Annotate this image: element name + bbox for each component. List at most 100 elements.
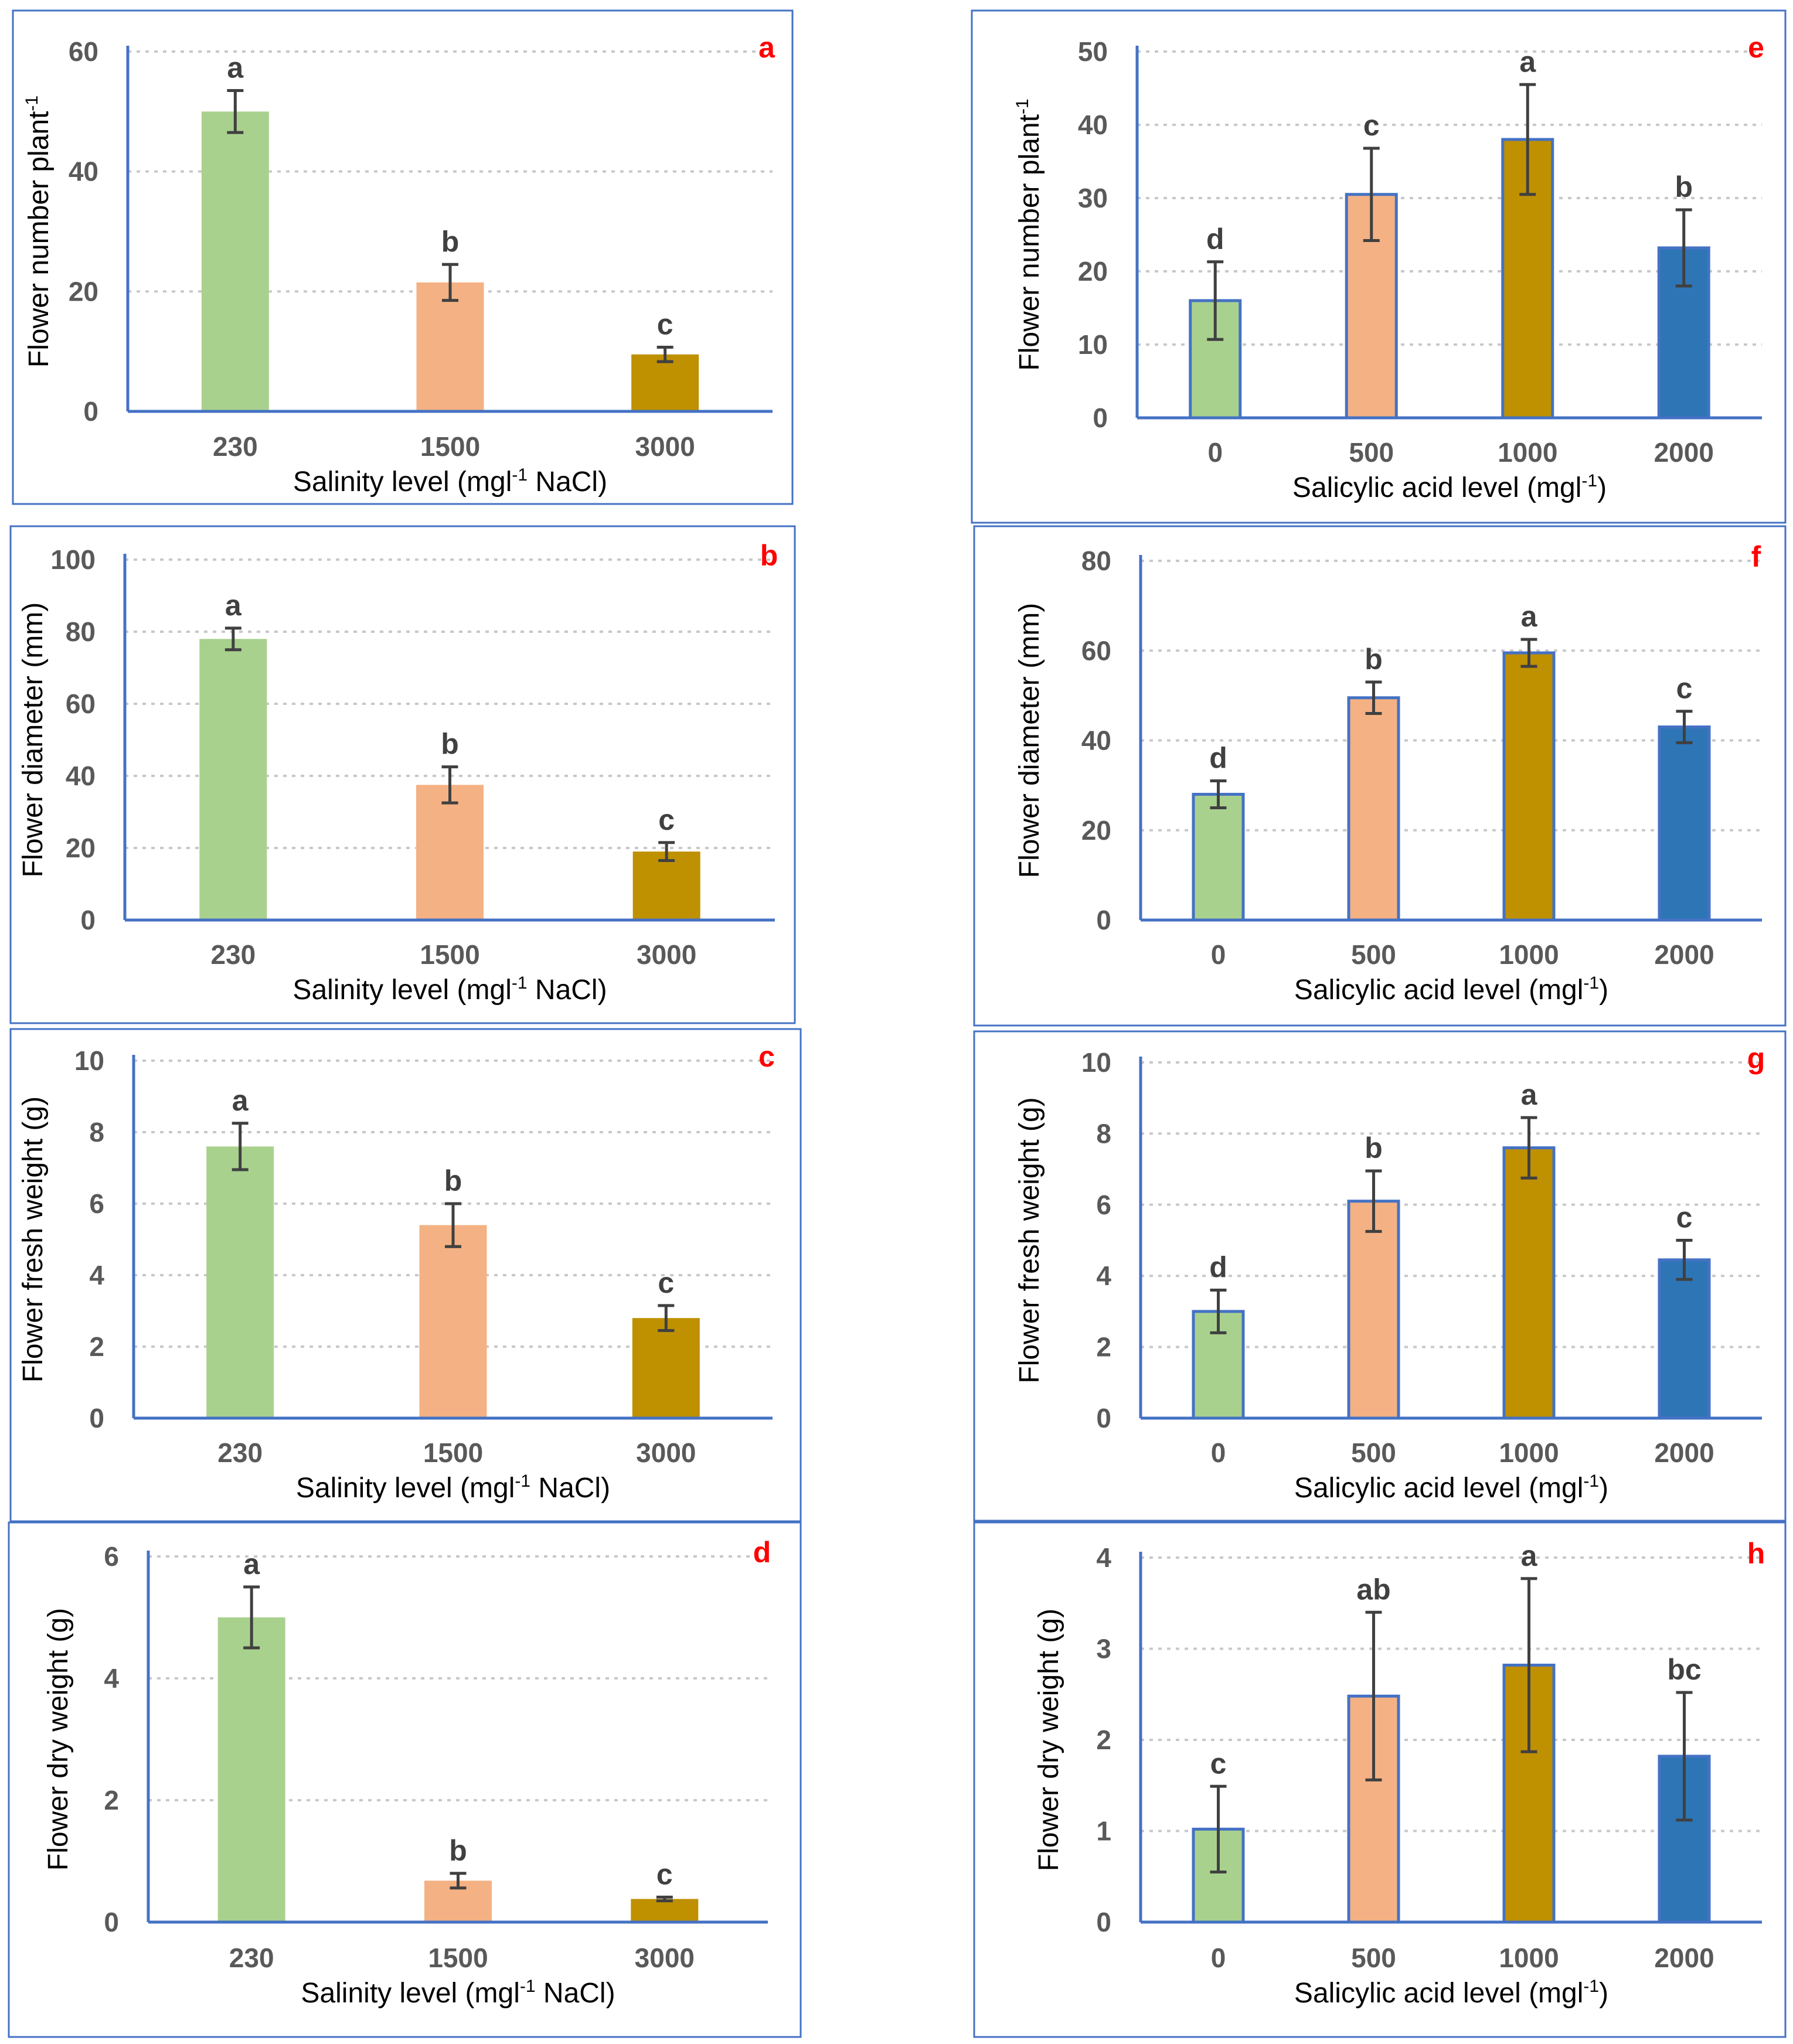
x-tick-label: 3000 <box>635 431 695 462</box>
x-tick-label: 1000 <box>1499 939 1559 970</box>
y-tick-label: 60 <box>69 36 98 67</box>
x-axis-title: Salinity level (mgl-1 NaCl) <box>293 465 607 498</box>
x-tick-label: 1500 <box>428 1943 488 1973</box>
significance-letter: a <box>232 1084 249 1117</box>
x-tick-label: 2000 <box>1654 939 1714 970</box>
y-tick-label: 2 <box>104 1785 119 1815</box>
panel-letter: d <box>753 1536 771 1569</box>
panel-letter: g <box>1747 1042 1765 1075</box>
panel-frame <box>973 1521 1787 2038</box>
x-tick-label: 1000 <box>1499 1437 1559 1468</box>
significance-letter: a <box>225 589 242 622</box>
significance-letter: b <box>1365 1132 1383 1164</box>
y-tick-label: 0 <box>1096 1403 1111 1433</box>
significance-letter: a <box>1519 45 1536 78</box>
panel-letter: f <box>1751 540 1761 573</box>
significance-letter: c <box>656 1858 673 1890</box>
chart-panel-d: 0 2 4 6 a 230 b 1500 c 3000 Salinity level (mgl-1 … <box>8 1521 802 2038</box>
panel-letter: h <box>1747 1537 1765 1570</box>
y-axis-title: Flower number plant-1 <box>1013 98 1045 370</box>
bar-230 <box>217 1617 285 1922</box>
x-tick-label: 500 <box>1351 1437 1396 1468</box>
panel-frame <box>973 1030 1787 1522</box>
y-tick-label: 0 <box>83 396 98 427</box>
bar-2000 <box>1658 1258 1711 1420</box>
chart-panel-a: 0 20 40 60 a 230 b 1500 c 3000 Salinity level (mgl… <box>12 9 794 505</box>
bar-230 <box>199 639 267 920</box>
x-tick-label: 2000 <box>1654 1437 1714 1468</box>
bar-3000 <box>632 851 700 920</box>
x-axis-title: Salinity level (mgl-1 NaCl) <box>292 973 607 1006</box>
bar-1000 <box>1502 1146 1556 1420</box>
significance-letter: c <box>1363 109 1380 142</box>
x-tick-label: 500 <box>1351 939 1396 970</box>
significance-letter: a <box>1521 600 1538 633</box>
bar-2000 <box>1658 725 1711 922</box>
significance-letter: b <box>441 225 460 258</box>
bar-1500 <box>416 785 484 920</box>
y-tick-label: 2 <box>89 1331 104 1362</box>
y-tick-label: 60 <box>1081 635 1111 666</box>
y-axis-title: Flower dry weight (g) <box>1033 1609 1064 1871</box>
bar-500 <box>1347 696 1400 922</box>
significance-letter: c <box>657 308 673 341</box>
y-tick-label: 4 <box>104 1663 119 1694</box>
chart-panel-g: 0 2 4 6 8 10 d 0 b 500 a 1000 c 2000 Salicylic acid le… <box>973 1030 1787 1522</box>
bar-0 <box>1192 792 1245 922</box>
y-tick-label: 6 <box>1096 1190 1111 1220</box>
y-axis-title: Flower fresh weight (g) <box>1014 1097 1045 1383</box>
bar-3000 <box>632 1318 700 1418</box>
x-tick-label: 500 <box>1349 437 1394 468</box>
y-tick-label: 1 <box>1096 1816 1111 1847</box>
y-tick-label: 0 <box>1096 1907 1111 1937</box>
x-tick-label: 3000 <box>637 939 696 970</box>
y-tick-label: 30 <box>1078 183 1108 213</box>
chart-panel-b: 0 20 40 60 80 100 a 230 b 1500 c 3000 Salinity level… <box>9 525 796 1024</box>
x-tick-label: 1000 <box>1499 1943 1559 1973</box>
panel-letter: a <box>758 31 775 64</box>
y-tick-label: 20 <box>1081 815 1111 846</box>
bar-1000 <box>1502 651 1556 922</box>
significance-letter: ab <box>1356 1573 1390 1606</box>
panel-letter: b <box>760 539 778 572</box>
significance-letter: b <box>1675 171 1693 203</box>
chart-panel-e: 0 10 20 30 40 50 d 0 c 500 a 1000 b 2000 Salicylic aci… <box>971 9 1787 524</box>
y-tick-label: 40 <box>66 761 96 791</box>
x-axis-title: Salicylic acid level (mgl-1) <box>1294 1977 1608 2009</box>
y-axis-title: Flower number plant-1 <box>22 96 55 367</box>
x-tick-label: 230 <box>229 1943 274 1973</box>
panel-letter: c <box>758 1040 775 1073</box>
y-tick-label: 0 <box>104 1907 119 1937</box>
significance-letter: a <box>227 52 244 84</box>
x-axis-title: Salicylic acid level (mgl-1) <box>1292 471 1607 503</box>
panel-frame <box>9 1028 802 1522</box>
x-tick-label: 2000 <box>1654 1943 1714 1973</box>
bar-3000 <box>631 354 699 411</box>
bar-230 <box>201 111 269 412</box>
x-tick-label: 1000 <box>1498 437 1557 468</box>
x-tick-label: 1500 <box>423 1437 483 1468</box>
y-tick-label: 50 <box>1078 36 1108 67</box>
x-tick-label: 2000 <box>1654 437 1714 468</box>
y-tick-label: 10 <box>74 1045 104 1076</box>
y-tick-label: 40 <box>69 156 98 187</box>
y-tick-label: 0 <box>1093 403 1108 433</box>
y-tick-label: 0 <box>89 1403 104 1433</box>
x-tick-label: 3000 <box>636 1437 696 1468</box>
significance-letter: c <box>1210 1747 1227 1780</box>
y-tick-label: 0 <box>1096 905 1111 935</box>
x-tick-label: 0 <box>1211 1437 1226 1468</box>
significance-letter: c <box>658 803 675 836</box>
bar-1500 <box>416 282 484 411</box>
y-tick-label: 10 <box>1078 329 1108 360</box>
significance-letter: a <box>1521 1078 1538 1111</box>
panel-frame <box>971 9 1787 524</box>
panel-letter: e <box>1748 31 1764 64</box>
x-tick-label: 230 <box>213 431 258 462</box>
y-tick-label: 40 <box>1081 725 1111 756</box>
y-tick-label: 100 <box>50 544 96 575</box>
x-tick-label: 3000 <box>635 1943 695 1973</box>
x-tick-label: 0 <box>1211 939 1226 970</box>
x-tick-label: 1500 <box>420 431 480 462</box>
y-tick-label: 0 <box>80 905 96 935</box>
